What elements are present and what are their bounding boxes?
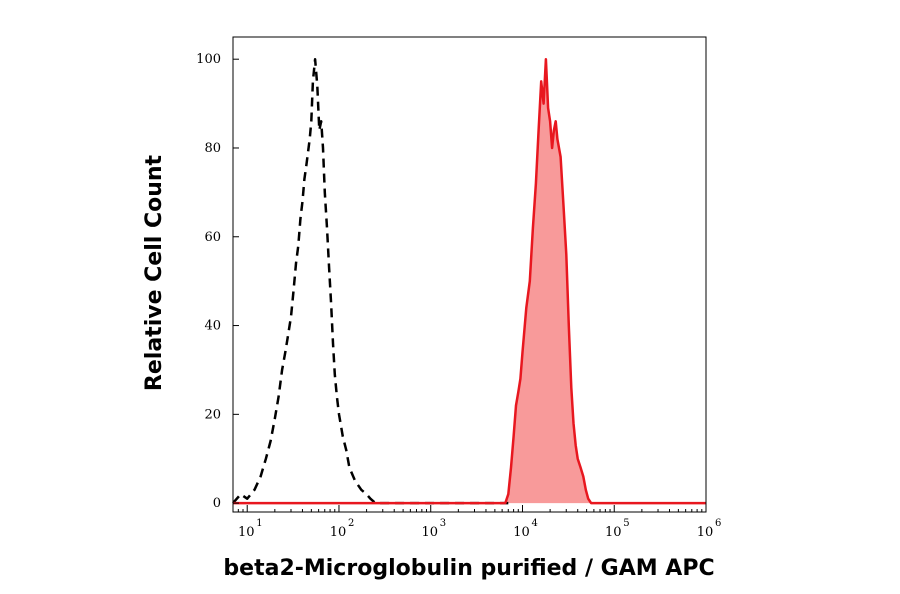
x-tick-label: 10 (513, 525, 530, 540)
x-tick-exponent: 4 (531, 518, 537, 529)
x-tick-label: 10 (697, 525, 714, 540)
y-tick-label: 80 (204, 141, 221, 156)
y-tick-label: 0 (213, 496, 221, 511)
x-axis-title: beta2-Microglobulin purified / GAM APC (223, 556, 714, 581)
x-tick-label: 10 (421, 525, 438, 540)
series-1-line (233, 57, 706, 505)
plot-frame (232, 36, 707, 513)
series-fill-layer (233, 59, 706, 504)
series-line-layer (232, 57, 706, 505)
x-tick-exponent: 5 (623, 518, 629, 529)
y-tick-label: 100 (196, 52, 221, 67)
x-tick-exponent: 3 (440, 518, 446, 529)
x-tick-exponent: 2 (348, 518, 354, 529)
x-tick-label: 10 (330, 525, 347, 540)
y-tick-label: 60 (204, 230, 221, 245)
x-tick-label: 10 (238, 525, 255, 540)
y-tick-label: 40 (204, 319, 221, 334)
series-1-area (233, 59, 706, 504)
x-tick-label: 10 (605, 525, 622, 540)
x-tick-exponent: 6 (715, 518, 721, 529)
series-0-line (232, 57, 509, 505)
x-tick-exponent: 1 (256, 518, 262, 529)
y-tick-label: 20 (204, 407, 221, 422)
y-axis-title: Relative Cell Count (142, 154, 167, 391)
